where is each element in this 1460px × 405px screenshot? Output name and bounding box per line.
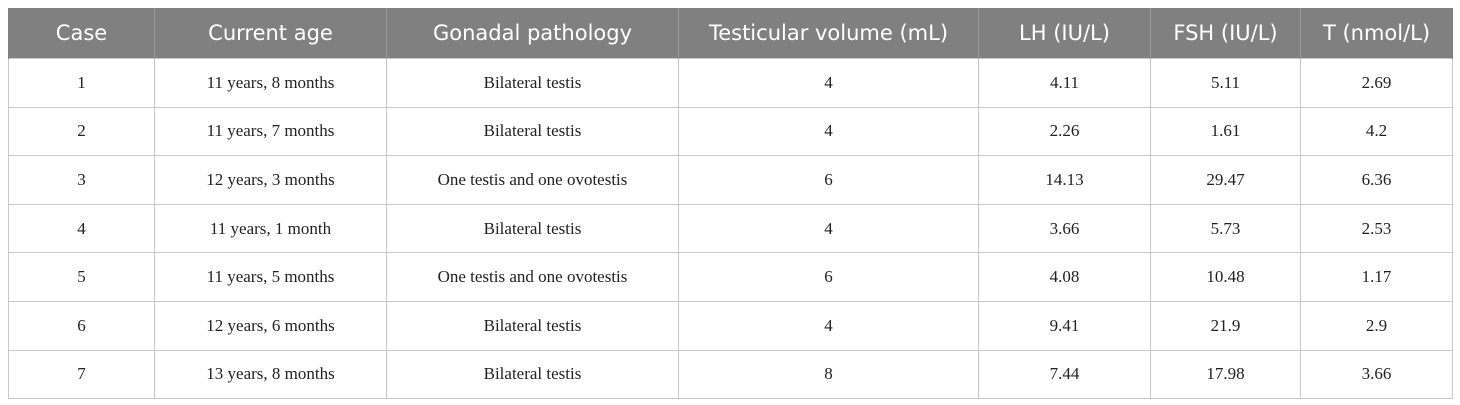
cell-case: 6 xyxy=(8,300,155,351)
cell-lh: 3.66 xyxy=(978,203,1151,254)
cell-testicular-volume: 4 xyxy=(678,203,979,254)
cell-case: 1 xyxy=(8,58,155,108)
cell-fsh: 1.61 xyxy=(1150,106,1301,157)
cell-current-age: 12 years, 6 months xyxy=(154,300,387,351)
cell-current-age: 11 years, 7 months xyxy=(154,106,387,157)
header-fsh: FSH (IU/L) xyxy=(1150,8,1301,59)
header-lh: LH (IU/L) xyxy=(978,8,1151,59)
cell-gonadal-pathology: Bilateral testis xyxy=(386,106,679,157)
header-testicular-volume: Testicular volume (mL) xyxy=(678,8,979,59)
table-row: 5 11 years, 5 months One testis and one … xyxy=(8,252,1453,302)
cell-current-age: 13 years, 8 months xyxy=(154,349,387,400)
table-row: 7 13 years, 8 months Bilateral testis 8 … xyxy=(8,349,1453,400)
table-row: 6 12 years, 6 months Bilateral testis 4 … xyxy=(8,300,1453,351)
cell-lh: 4.08 xyxy=(978,252,1151,302)
cell-current-age: 11 years, 8 months xyxy=(154,58,387,108)
cell-gonadal-pathology: Bilateral testis xyxy=(386,203,679,254)
cell-case: 3 xyxy=(8,155,155,205)
cell-case: 4 xyxy=(8,203,155,254)
header-row: Case Current age Gonadal pathology Testi… xyxy=(8,8,1453,59)
cell-lh: 7.44 xyxy=(978,349,1151,400)
table-row: 1 11 years, 8 months Bilateral testis 4 … xyxy=(8,58,1453,108)
cell-t: 6.36 xyxy=(1300,155,1453,205)
table-body: 1 11 years, 8 months Bilateral testis 4 … xyxy=(8,58,1453,400)
cell-gonadal-pathology: One testis and one ovotestis xyxy=(386,252,679,302)
cell-fsh: 17.98 xyxy=(1150,349,1301,400)
clinical-data-table-container: Case Current age Gonadal pathology Testi… xyxy=(8,8,1453,400)
cell-testicular-volume: 4 xyxy=(678,58,979,108)
cell-testicular-volume: 6 xyxy=(678,252,979,302)
cell-t: 4.2 xyxy=(1300,106,1453,157)
cell-testicular-volume: 6 xyxy=(678,155,979,205)
table-row: 4 11 years, 1 month Bilateral testis 4 3… xyxy=(8,203,1453,254)
cell-testicular-volume: 4 xyxy=(678,300,979,351)
cell-fsh: 5.11 xyxy=(1150,58,1301,108)
cell-fsh: 5.73 xyxy=(1150,203,1301,254)
cell-fsh: 29.47 xyxy=(1150,155,1301,205)
header-current-age: Current age xyxy=(154,8,387,59)
cell-case: 5 xyxy=(8,252,155,302)
clinical-data-table: Case Current age Gonadal pathology Testi… xyxy=(8,8,1453,400)
cell-t: 2.69 xyxy=(1300,58,1453,108)
cell-current-age: 11 years, 5 months xyxy=(154,252,387,302)
cell-t: 1.17 xyxy=(1300,252,1453,302)
cell-fsh: 21.9 xyxy=(1150,300,1301,351)
cell-lh: 9.41 xyxy=(978,300,1151,351)
cell-fsh: 10.48 xyxy=(1150,252,1301,302)
cell-lh: 4.11 xyxy=(978,58,1151,108)
cell-t: 2.53 xyxy=(1300,203,1453,254)
cell-t: 2.9 xyxy=(1300,300,1453,351)
header-gonadal-pathology: Gonadal pathology xyxy=(386,8,679,59)
cell-gonadal-pathology: Bilateral testis xyxy=(386,349,679,400)
cell-testicular-volume: 8 xyxy=(678,349,979,400)
cell-testicular-volume: 4 xyxy=(678,106,979,157)
table-header: Case Current age Gonadal pathology Testi… xyxy=(8,8,1453,59)
cell-gonadal-pathology: Bilateral testis xyxy=(386,58,679,108)
table-row: 2 11 years, 7 months Bilateral testis 4 … xyxy=(8,106,1453,157)
header-case: Case xyxy=(8,8,155,59)
cell-gonadal-pathology: One testis and one ovotestis xyxy=(386,155,679,205)
cell-current-age: 11 years, 1 month xyxy=(154,203,387,254)
cell-gonadal-pathology: Bilateral testis xyxy=(386,300,679,351)
cell-lh: 2.26 xyxy=(978,106,1151,157)
table-row: 3 12 years, 3 months One testis and one … xyxy=(8,155,1453,205)
cell-case: 7 xyxy=(8,349,155,400)
cell-lh: 14.13 xyxy=(978,155,1151,205)
cell-current-age: 12 years, 3 months xyxy=(154,155,387,205)
cell-t: 3.66 xyxy=(1300,349,1453,400)
header-t: T (nmol/L) xyxy=(1300,8,1453,59)
cell-case: 2 xyxy=(8,106,155,157)
